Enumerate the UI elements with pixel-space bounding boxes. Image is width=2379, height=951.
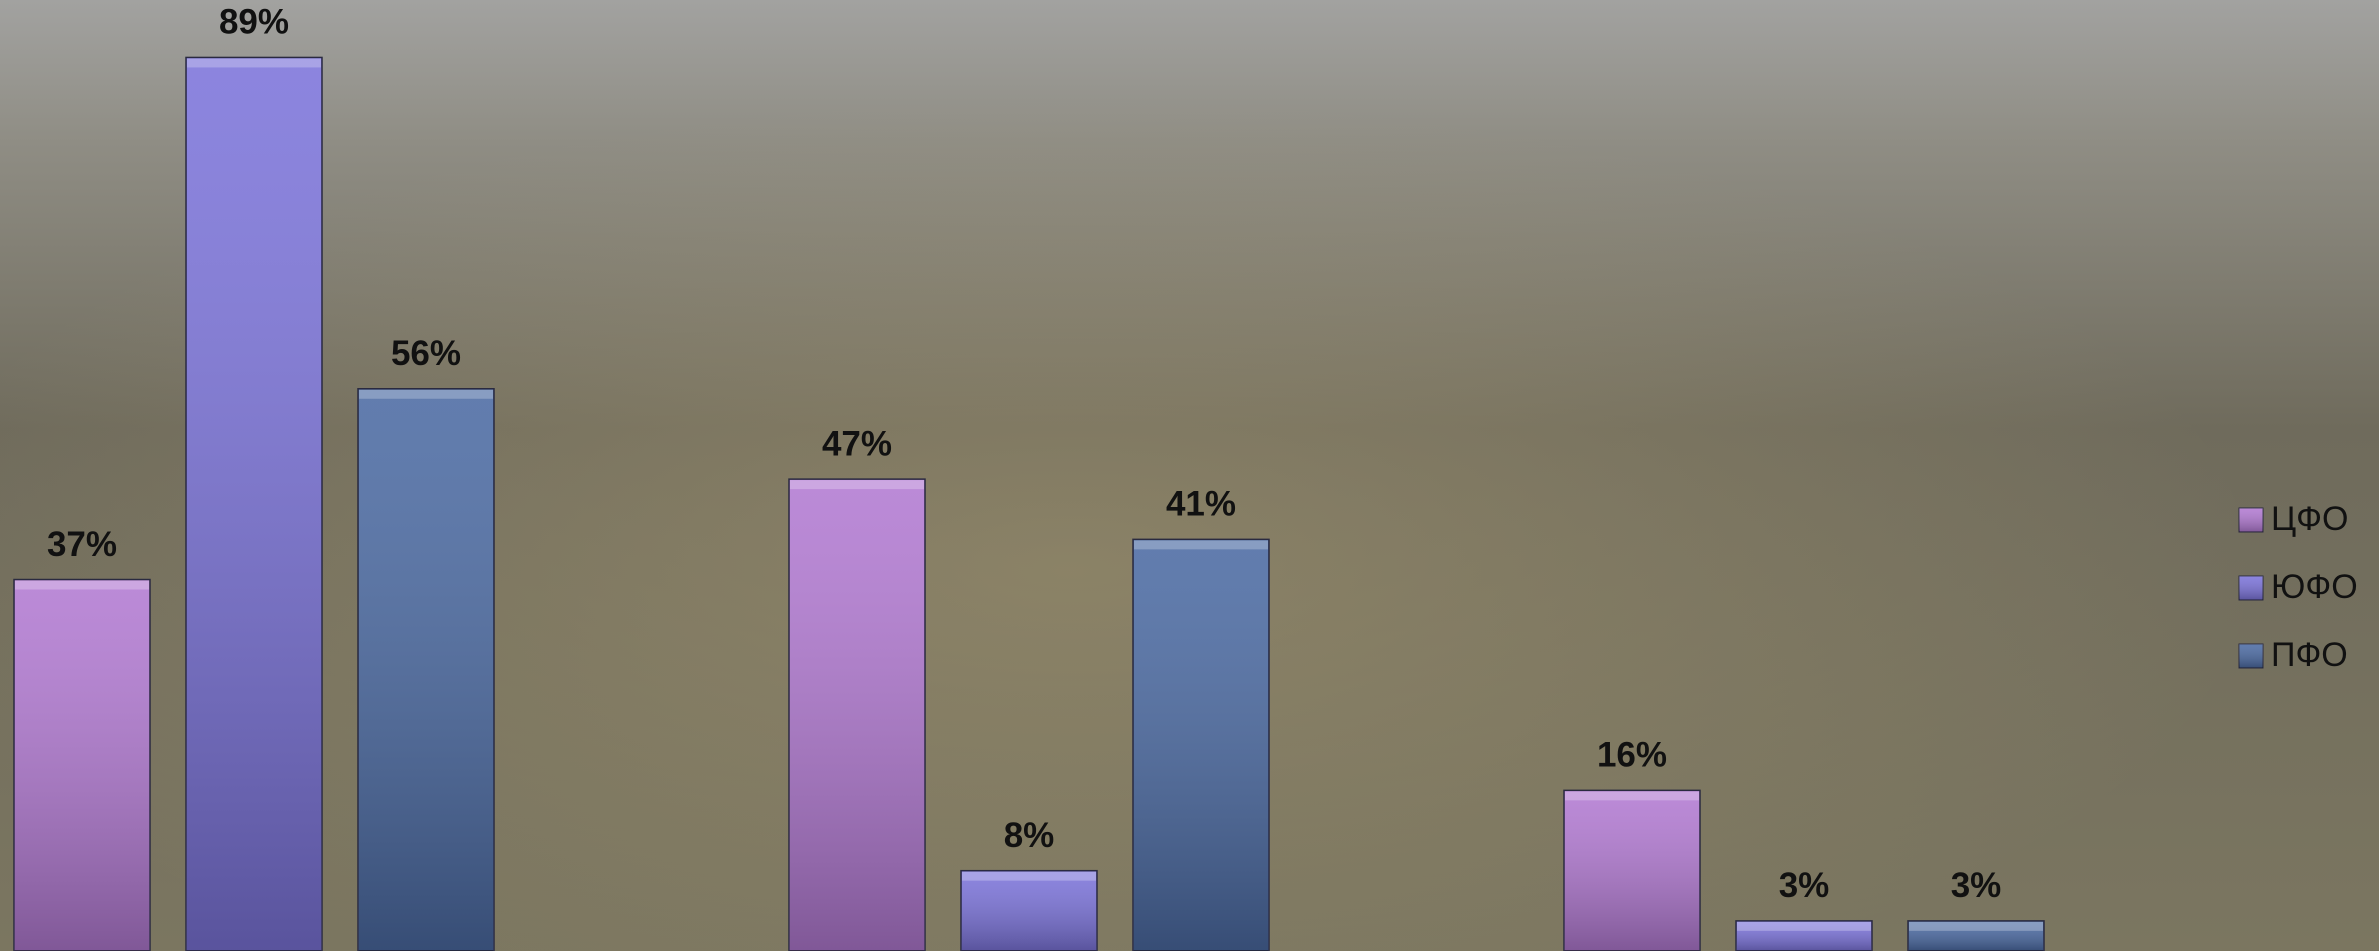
bar-shade xyxy=(790,480,924,951)
bar-shade xyxy=(962,871,1096,951)
bar-shade xyxy=(1737,921,1871,951)
value-label: 3% xyxy=(1951,866,2002,905)
legend-swatch-shade xyxy=(2239,508,2263,532)
value-label: 56% xyxy=(391,334,461,373)
bar-shade xyxy=(1909,921,2043,951)
value-label: 41% xyxy=(1166,485,1236,524)
bar-bevel xyxy=(790,480,924,490)
value-label: 3% xyxy=(1779,866,1830,905)
legend-swatch-shade xyxy=(2239,644,2263,668)
value-label: 8% xyxy=(1004,816,1055,855)
bar-bevel xyxy=(187,58,321,68)
bar-shade xyxy=(1565,791,1699,951)
value-label: 37% xyxy=(47,525,117,564)
legend-label: ЮФО xyxy=(2271,568,2358,606)
legend-swatch-shade xyxy=(2239,576,2263,600)
legend-label: ПФО xyxy=(2271,636,2348,674)
bar-bevel xyxy=(1737,921,1871,931)
bar-bevel xyxy=(962,871,1096,881)
value-label: 47% xyxy=(822,424,892,463)
bar-shade xyxy=(359,389,493,951)
bar-bevel xyxy=(1134,540,1268,550)
legend-label: ЦФО xyxy=(2271,500,2348,538)
bar-shade xyxy=(187,58,321,951)
bar-bevel xyxy=(1565,791,1699,801)
bar-shade xyxy=(1134,540,1268,951)
bar-bevel xyxy=(359,389,493,399)
value-label: 16% xyxy=(1597,736,1667,775)
bar-shade xyxy=(15,580,149,951)
bar-bevel xyxy=(1909,921,2043,931)
bar-bevel xyxy=(15,580,149,590)
value-label: 89% xyxy=(219,3,289,42)
